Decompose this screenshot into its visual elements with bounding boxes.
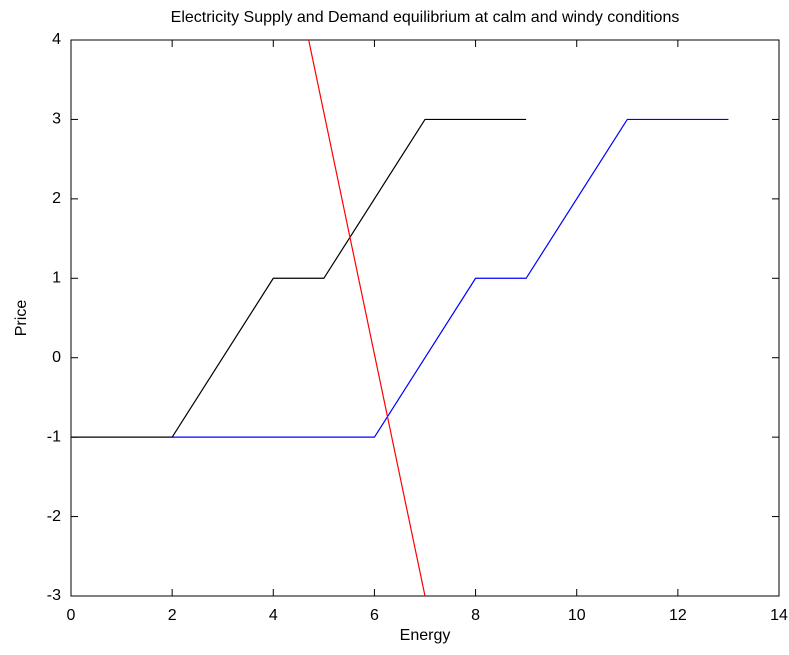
y-tick-label: 3 [52, 111, 61, 128]
y-tick-label: 2 [52, 190, 61, 207]
chart-title: Electricity Supply and Demand equilibriu… [171, 9, 680, 26]
x-tick-label: 10 [568, 607, 586, 624]
x-tick-label: 4 [269, 607, 278, 624]
x-tick-label: 2 [168, 607, 177, 624]
y-tick-label: -1 [47, 428, 61, 445]
y-tick-label: 4 [52, 31, 61, 48]
x-axis-label: Energy [400, 627, 451, 644]
y-tick-label: 0 [52, 349, 61, 366]
y-tick-label: -3 [47, 587, 61, 604]
series-line [71, 118, 527, 438]
series-line [308, 39, 426, 597]
series-line [172, 118, 729, 438]
x-tick-label: 14 [770, 607, 788, 624]
y-axis-label: Price [13, 300, 30, 337]
y-tick-label: 1 [52, 270, 61, 287]
x-tick-label: 6 [370, 607, 379, 624]
x-tick-label: 8 [471, 607, 480, 624]
y-tick-label: -2 [47, 508, 61, 525]
x-tick-label: 12 [669, 607, 687, 624]
x-tick-label: 0 [67, 607, 76, 624]
